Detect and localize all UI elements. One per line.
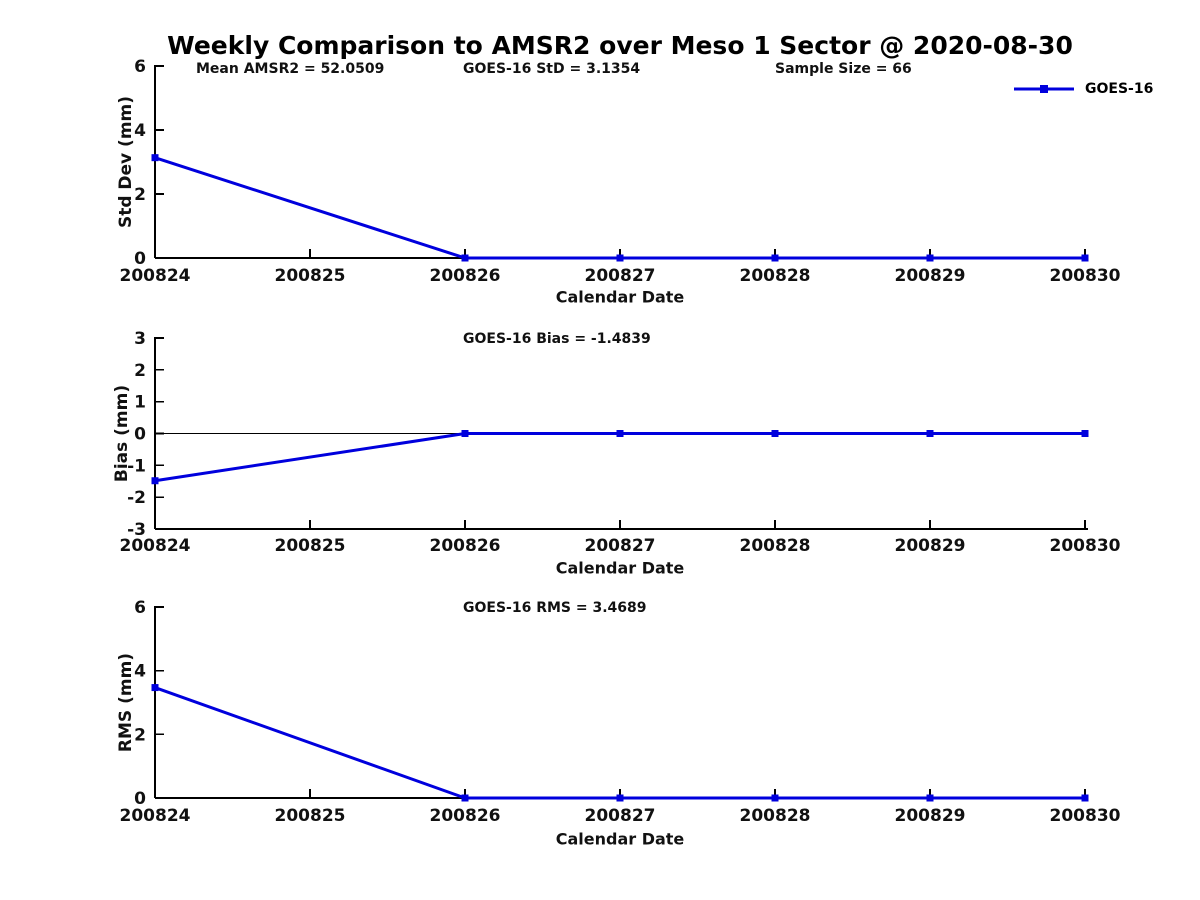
figure-title: Weekly Comparison to AMSR2 over Meso 1 S… [167,31,1073,60]
y-tick-label: -2 [127,488,146,508]
y-tick-label: 1 [134,393,146,413]
data-point-marker [151,477,159,485]
x-tick-label: 200828 [740,536,811,556]
data-point-marker [461,254,469,262]
y-axis-title: Std Dev (mm) [116,96,136,228]
data-point-marker [461,794,469,802]
subplot-annotation: GOES-16 RMS = 3.4689 [463,600,647,616]
subplot-bias: 200824 200825 200826 200827 200828 200829 2008… [112,331,1121,578]
x-tick-label: 200828 [740,806,811,826]
y-tick-label: 4 [134,662,146,682]
x-tick-label: 200825 [275,266,346,286]
data-point-marker [1081,794,1089,802]
x-tick-label: 200825 [275,806,346,826]
x-tick-label: 200825 [275,536,346,556]
data-line-GOES-16 [154,686,1085,800]
data-line-GOES-16 [154,156,1085,260]
y-tick-label: 2 [134,725,146,745]
y-tick-label: 2 [134,185,146,205]
x-tick-label: 200827 [585,806,656,826]
x-tick-label: 200824 [120,536,191,556]
subplot-annotation: Sample Size = 66 [775,61,912,77]
legend: GOES-16 [1012,78,1153,100]
x-axis-title: Calendar Date [556,288,685,307]
subplot-std-dev: 200824 200825 200826 200827 200828 200829 2008… [116,61,1121,307]
data-point-marker [1081,430,1089,437]
x-tick-label: 200830 [1050,536,1121,556]
data-point-marker [926,254,934,262]
y-tick-label: 0 [134,249,146,269]
x-tick-label: 200829 [895,536,966,556]
x-tick-label: 200826 [430,266,501,286]
y-tick-label: 6 [134,598,146,618]
data-point-marker [616,794,624,802]
y-axis-title: Bias (mm) [112,385,132,482]
y-axis-title: RMS (mm) [116,653,136,752]
y-tick-label: 0 [134,424,146,444]
x-tick-label: 200828 [740,266,811,286]
data-point-marker [926,794,934,802]
x-tick-label: 200826 [430,806,501,826]
data-point-marker [151,154,159,162]
subplot-annotation: GOES-16 Bias = -1.4839 [463,331,651,347]
y-tick-label: 6 [134,57,146,77]
x-axis-title: Calendar Date [556,830,685,849]
legend-label: GOES-16 [1085,81,1154,97]
data-point-marker [616,254,624,262]
data-point-marker [771,254,779,262]
subplot-annotation: Mean AMSR2 = 52.0509 [196,61,384,77]
y-tick-label: -3 [127,520,146,540]
y-tick-label: 0 [134,789,146,809]
x-tick-label: 200826 [430,536,501,556]
y-tick-label: 2 [134,361,146,381]
subplot-rms: 200824 200825 200826 200827 200828 200829 2008… [116,600,1121,849]
data-point-marker [1081,254,1089,262]
x-tick-label: 200830 [1050,806,1121,826]
x-tick-label: 200830 [1050,266,1121,286]
data-point-marker [616,430,624,437]
data-point-marker [926,430,934,437]
x-tick-label: 200824 [120,806,191,826]
x-tick-label: 200827 [585,536,656,556]
data-point-marker [771,430,779,437]
x-axis-title: Calendar Date [556,559,685,578]
subplot-annotation: GOES-16 StD = 3.1354 [463,61,640,77]
data-point-marker [771,794,779,802]
data-line-GOES-16 [154,432,1085,483]
legend-line-icon [1014,85,1074,93]
x-tick-label: 200829 [895,266,966,286]
y-tick-label: -1 [127,456,146,476]
data-point-marker [151,684,159,692]
x-tick-label: 200824 [120,266,191,286]
data-point-marker [461,430,469,437]
y-tick-label: 4 [134,121,146,141]
x-tick-label: 200827 [585,266,656,286]
y-tick-label: 3 [134,329,146,349]
x-tick-label: 200829 [895,806,966,826]
